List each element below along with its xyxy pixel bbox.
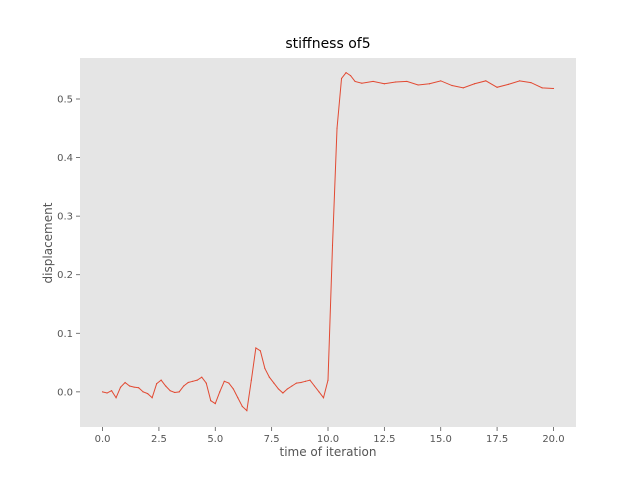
x-tick-label: 12.5	[373, 434, 395, 445]
y-tick-label: 0.2	[57, 270, 73, 281]
y-tick-label: 0.4	[57, 153, 73, 164]
data-point	[268, 376, 270, 378]
data-point	[151, 397, 153, 399]
data-point	[496, 86, 498, 88]
data-point	[451, 84, 453, 87]
data-point	[196, 379, 198, 381]
data-point	[286, 388, 289, 390]
y-tick-label: 0.5	[57, 95, 73, 106]
data-point	[241, 405, 243, 408]
y-tick-label: 0.1	[57, 329, 73, 340]
data-point	[462, 87, 464, 89]
data-point	[246, 410, 248, 412]
data-point	[237, 397, 239, 399]
data-point	[250, 379, 252, 381]
data-point	[552, 87, 555, 90]
data-point	[187, 381, 189, 384]
x-axis-label: time of iteration	[279, 445, 376, 459]
data-point	[327, 379, 329, 381]
data-point	[119, 386, 122, 388]
data-point	[300, 381, 302, 384]
y-axis-ticks: 0.0 0.1 0.2 0.3 0.4 0.5	[57, 95, 80, 398]
data-point	[147, 393, 149, 395]
data-point	[361, 82, 363, 84]
data-point	[485, 80, 487, 82]
data-point	[309, 379, 311, 381]
x-tick-label: 17.5	[486, 434, 508, 445]
data-point	[160, 379, 162, 381]
x-tick-label: 5.0	[207, 434, 223, 445]
data-point	[340, 77, 343, 80]
x-tick-label: 0.0	[95, 434, 111, 445]
data-point	[214, 402, 216, 405]
data-point	[406, 80, 408, 83]
data-point	[395, 81, 397, 83]
data-point	[133, 386, 135, 388]
series-points	[101, 72, 555, 412]
x-axis-ticks: 0.0 2.5 5.0 7.5 10.0 12.5 15.0 17.5 20.0	[95, 427, 565, 445]
chart-title: stiffness of5	[285, 36, 370, 52]
data-point	[169, 390, 171, 392]
data-point	[259, 350, 261, 352]
data-point	[101, 391, 104, 393]
data-point	[295, 382, 298, 384]
data-point	[519, 80, 521, 82]
data-point	[273, 382, 275, 384]
data-point	[440, 80, 442, 82]
data-point	[138, 387, 140, 389]
data-point	[507, 83, 509, 85]
data-point	[313, 385, 316, 387]
data-point	[291, 385, 293, 387]
data-point	[354, 80, 356, 83]
x-tick-label: 20.0	[542, 434, 564, 445]
y-tick-label: 0.0	[57, 387, 73, 398]
data-point	[345, 72, 347, 74]
data-point	[304, 380, 307, 382]
x-tick-label: 15.0	[430, 434, 452, 445]
data-point	[223, 380, 225, 382]
data-point	[201, 376, 203, 378]
data-point	[473, 83, 476, 85]
y-axis-label: displacement	[41, 202, 55, 283]
data-point	[174, 391, 176, 394]
data-point	[205, 382, 207, 384]
data-point	[383, 83, 385, 85]
data-point	[541, 87, 543, 89]
data-point	[106, 392, 108, 394]
x-tick-label: 10.0	[317, 434, 339, 445]
data-point	[183, 385, 185, 387]
data-point	[282, 392, 284, 394]
data-point	[428, 83, 431, 85]
x-tick-label: 2.5	[151, 434, 167, 445]
data-point	[142, 391, 144, 393]
data-point	[530, 82, 532, 84]
data-point	[264, 367, 266, 370]
data-point	[192, 380, 194, 382]
data-point	[178, 391, 180, 393]
data-point	[417, 84, 419, 86]
data-point	[124, 381, 126, 384]
data-point	[277, 388, 279, 390]
data-point	[210, 400, 212, 402]
data-point	[129, 385, 131, 387]
data-point	[372, 80, 374, 83]
x-tick-label: 7.5	[264, 434, 280, 445]
data-point	[255, 347, 257, 349]
y-tick-label: 0.3	[57, 212, 73, 223]
data-point	[228, 382, 230, 384]
data-point	[331, 244, 334, 247]
data-point	[349, 74, 352, 77]
data-point	[322, 397, 325, 399]
data-point	[232, 388, 234, 390]
data-point	[115, 397, 117, 399]
data-point	[110, 390, 113, 392]
data-point	[219, 391, 221, 393]
data-point	[336, 127, 338, 129]
data-point	[156, 383, 158, 385]
data-point	[318, 391, 320, 393]
data-point	[165, 385, 167, 387]
